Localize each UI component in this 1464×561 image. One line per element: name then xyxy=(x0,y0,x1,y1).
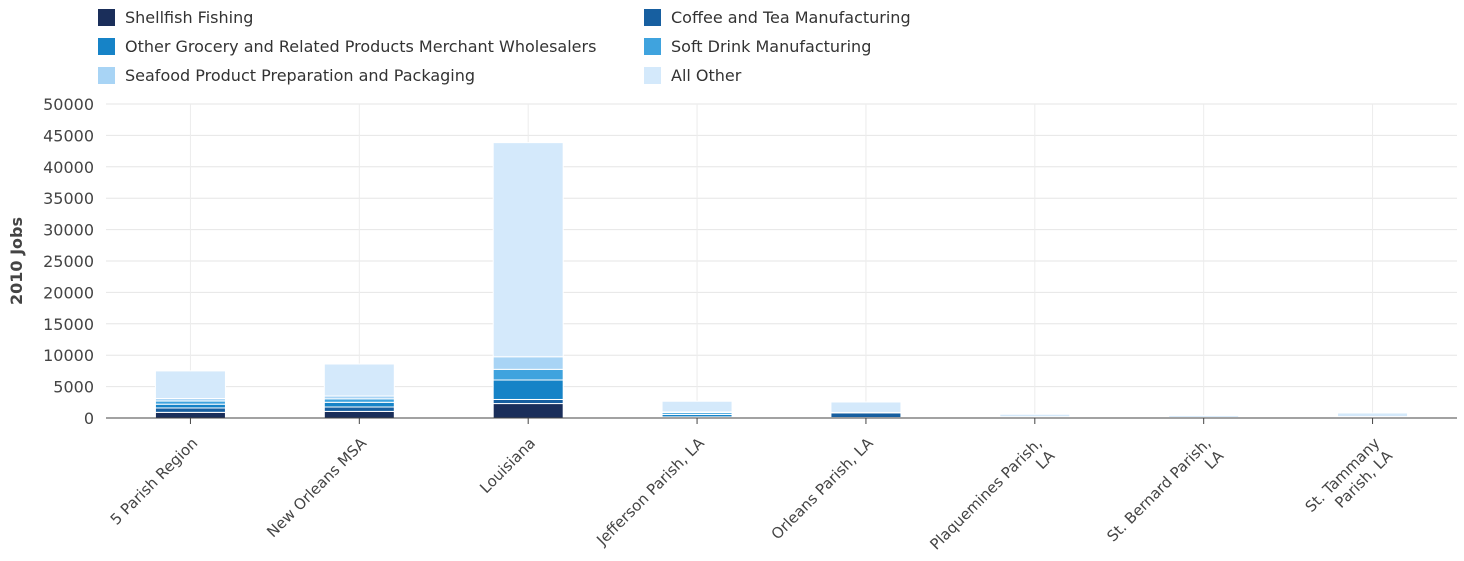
x-tick-label-line: Orleans Parish, LA xyxy=(768,434,878,544)
y-tick-label: 20000 xyxy=(43,283,94,302)
x-axis-ticks: 5 Parish Region New Orleans MSA Louisiana J… xyxy=(107,418,1397,561)
x-tick-label-line: 5 Parish Region xyxy=(107,434,202,529)
y-tick-label: 30000 xyxy=(43,221,94,240)
bar-segment[interactable] xyxy=(492,403,564,419)
legend-item[interactable]: Soft Drink Manufacturing xyxy=(644,33,871,59)
bar-segment[interactable] xyxy=(492,356,564,370)
x-tick-label: 5 Parish Region xyxy=(107,434,202,529)
bar-segment[interactable] xyxy=(154,403,226,409)
legend-swatch xyxy=(98,37,115,55)
legend-item[interactable]: Shellfish Fishing xyxy=(98,4,253,30)
legend-swatch xyxy=(98,66,115,84)
bar-segment[interactable] xyxy=(154,407,226,413)
y-tick-label: 40000 xyxy=(43,158,94,177)
x-tick-label-line: Louisiana xyxy=(476,434,539,497)
x-tick-label-line: Plaquemines Parish, xyxy=(926,434,1045,553)
bars xyxy=(154,142,1409,419)
x-tick-label-line: New Orleans MSA xyxy=(263,434,370,541)
y-tick-label: 0 xyxy=(84,409,94,428)
x-tick-label: St. TammanyParish, LA xyxy=(1302,434,1397,529)
bar-segment[interactable] xyxy=(999,413,1071,418)
y-tick-label: 45000 xyxy=(43,126,94,145)
x-tick-label: Plaquemines Parish,LA xyxy=(926,434,1059,561)
y-tick-label: 5000 xyxy=(53,378,94,397)
legend-item[interactable]: Coffee and Tea Manufacturing xyxy=(644,4,911,30)
y-axis-ticks: 0 5000 10000 15000 20000 25000 30000 35000 40000… xyxy=(43,95,94,428)
legend-item[interactable]: Seafood Product Preparation and Packagin… xyxy=(98,62,475,88)
bar-segment[interactable] xyxy=(1168,414,1240,418)
legend-swatch xyxy=(644,66,661,84)
bar-segment[interactable] xyxy=(830,412,902,419)
bar-segment[interactable] xyxy=(830,401,902,413)
x-tick-label: Orleans Parish, LA xyxy=(768,434,878,544)
legend-swatch xyxy=(644,37,661,55)
bar-segment[interactable] xyxy=(323,401,395,408)
x-tick-label: Jefferson Parish, LA xyxy=(592,434,708,550)
y-tick-label: 10000 xyxy=(43,346,94,365)
y-tick-label: 35000 xyxy=(43,189,94,208)
y-tick-label: 50000 xyxy=(43,95,94,114)
legend-label: Seafood Product Preparation and Packagin… xyxy=(125,65,476,85)
legend-swatch xyxy=(98,8,115,26)
legend-item[interactable]: Other Grocery and Related Products Merch… xyxy=(98,33,596,59)
bar-segment[interactable] xyxy=(323,410,395,419)
bar-segment[interactable] xyxy=(323,363,395,397)
x-tick-label-line: St. Bernard Parish, xyxy=(1103,434,1214,545)
bar-segment[interactable] xyxy=(661,400,733,413)
x-tick-label-line: Jefferson Parish, LA xyxy=(592,434,708,550)
bar-segment[interactable] xyxy=(492,142,564,358)
legend-swatch xyxy=(644,8,661,26)
bar-segment[interactable] xyxy=(492,368,564,381)
y-tick-label: 25000 xyxy=(43,252,94,271)
y-tick-label: 15000 xyxy=(43,315,94,334)
bar-segment[interactable] xyxy=(154,411,226,419)
x-tick-label: St. Bernard Parish,LA xyxy=(1103,434,1227,558)
legend-label: Soft Drink Manufacturing xyxy=(671,36,872,56)
legend-label: All Other xyxy=(671,65,742,85)
bar-segment[interactable] xyxy=(154,370,226,400)
legend-label: Shellfish Fishing xyxy=(125,7,254,27)
legend-label: Coffee and Tea Manufacturing xyxy=(671,7,911,27)
bar-segment[interactable] xyxy=(323,406,395,412)
legend-item[interactable]: All Other xyxy=(644,62,741,88)
legend-label: Other Grocery and Related Products Merch… xyxy=(125,36,597,56)
x-tick-label: New Orleans MSA xyxy=(263,434,370,541)
grid-lines xyxy=(106,103,1457,418)
bar-segment[interactable] xyxy=(492,379,564,400)
bar-segment[interactable] xyxy=(492,398,564,405)
x-tick-label: Louisiana xyxy=(476,434,539,497)
bar-segment[interactable] xyxy=(1337,412,1409,418)
bar-segment[interactable] xyxy=(323,398,395,403)
y-axis-label: 2010 Jobs xyxy=(7,217,26,305)
